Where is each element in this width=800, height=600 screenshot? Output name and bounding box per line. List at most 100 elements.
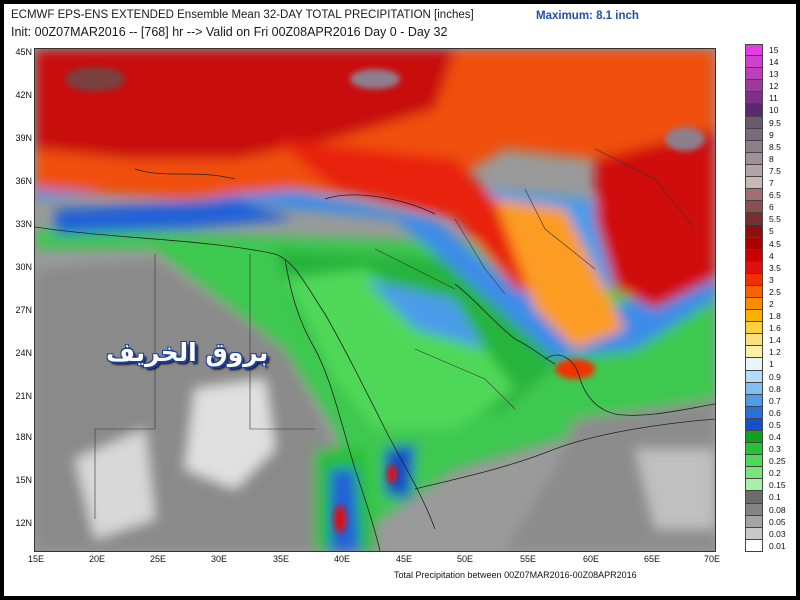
- lon-label: 60E: [583, 554, 600, 564]
- legend-swatch: [745, 491, 763, 504]
- legend-label: 1.6: [769, 323, 781, 334]
- legend-label: 15: [769, 45, 779, 55]
- map-subtitle: Init: 00Z07MAR2016 -- [768] hr --> Valid…: [11, 25, 448, 39]
- legend-item: 0.15: [745, 479, 786, 492]
- lon-label: 35E: [273, 554, 290, 564]
- legend-item: 9.5: [745, 116, 781, 129]
- legend-item: 4: [745, 249, 774, 262]
- legend-swatch: [745, 370, 763, 383]
- legend-swatch: [745, 237, 763, 250]
- legend-label: 5.5: [769, 214, 781, 225]
- legend-item: 0.01: [745, 539, 786, 552]
- legend-label: 4.5: [769, 238, 781, 249]
- legend-swatch: [745, 177, 763, 190]
- legend-swatch: [745, 418, 763, 431]
- legend-item: 0.3: [745, 443, 781, 456]
- lat-label: 24N: [15, 348, 32, 358]
- lat-label: 15N: [15, 475, 32, 485]
- legend-item: 0.25: [745, 455, 786, 468]
- legend-swatch: [745, 455, 763, 468]
- legend-item: 0.08: [745, 503, 786, 516]
- period-caption: Total Precipitation between 00Z07MAR2016…: [394, 570, 637, 580]
- legend-swatch: [745, 140, 763, 153]
- legend-item: 2.5: [745, 285, 781, 298]
- legend-item: 14: [745, 56, 778, 69]
- legend-swatch: [745, 201, 763, 214]
- legend-swatch: [745, 467, 763, 480]
- legend-item: 0.4: [745, 431, 781, 444]
- legend-item: 12: [745, 80, 778, 93]
- legend-swatch: [745, 443, 763, 456]
- maximum-label: Maximum: 8.1 inch: [536, 10, 639, 22]
- legend-item: 3: [745, 273, 774, 286]
- legend-label: 9.5: [769, 117, 781, 128]
- legend-label: 14: [769, 57, 779, 68]
- legend-item: 1.2: [745, 346, 781, 359]
- legend-label: 7.5: [769, 165, 781, 176]
- legend-label: 8: [769, 153, 774, 164]
- legend-swatch: [745, 479, 763, 492]
- watermark-text: بروق الخريف: [106, 338, 269, 367]
- legend-swatch: [745, 104, 763, 117]
- legend-swatch: [745, 213, 763, 226]
- legend-label: 9: [769, 129, 774, 140]
- legend-swatch: [745, 189, 763, 202]
- legend-swatch: [745, 406, 763, 419]
- legend-item: 6.5: [745, 189, 781, 202]
- legend-item: 0.9: [745, 370, 781, 383]
- legend-label: 1: [769, 359, 774, 370]
- legend-swatch: [745, 539, 763, 552]
- legend-item: 1.4: [745, 334, 781, 347]
- legend-item: 11: [745, 92, 778, 105]
- legend-swatch: [745, 261, 763, 274]
- legend-item: 5: [745, 225, 774, 238]
- legend-swatch: [745, 44, 763, 57]
- legend-item: 9: [745, 128, 774, 141]
- legend-label: 6.5: [769, 190, 781, 201]
- lon-label: 50E: [457, 554, 474, 564]
- legend-label: 3: [769, 274, 774, 285]
- lon-label: 20E: [89, 554, 106, 564]
- legend-label: 0.8: [769, 383, 781, 394]
- legend-swatch: [745, 116, 763, 129]
- legend-label: 3.5: [769, 262, 781, 273]
- legend-swatch: [745, 225, 763, 238]
- legend-item: 0.7: [745, 394, 781, 407]
- lat-label: 27N: [15, 305, 32, 315]
- legend-label: 0.25: [769, 456, 786, 467]
- legend-item: 1: [745, 358, 774, 371]
- legend-swatch: [745, 285, 763, 298]
- legend-swatch: [745, 382, 763, 395]
- legend-label: 10: [769, 105, 779, 116]
- legend-swatch: [745, 164, 763, 178]
- legend-item: 3.5: [745, 261, 781, 274]
- legend-item: 6: [745, 201, 774, 214]
- lon-label: 30E: [211, 554, 228, 564]
- legend-item: 2: [745, 297, 774, 311]
- legend-item: 1.8: [745, 310, 781, 323]
- lon-label: 45E: [396, 554, 413, 564]
- lon-label: 25E: [150, 554, 167, 564]
- lat-label: 12N: [15, 518, 32, 528]
- map-field: [35, 49, 715, 551]
- legend-label: 6: [769, 202, 774, 213]
- legend-label: 1.8: [769, 311, 781, 322]
- legend-label: 0.6: [769, 407, 781, 418]
- legend-item: 7.5: [745, 164, 781, 178]
- legend-item: 0.8: [745, 382, 781, 395]
- legend-label: 0.5: [769, 419, 781, 430]
- legend-swatch: [745, 310, 763, 323]
- legend-swatch: [745, 394, 763, 407]
- legend-swatch: [745, 273, 763, 286]
- legend-swatch: [745, 92, 763, 105]
- color-legend: 15 14 13 12 11 10 9.5 9 8.5 8 7.5 7 6.5 6 5.5 5 4.5 4 3.5 3…: [745, 44, 786, 552]
- legend-swatch: [745, 152, 763, 165]
- legend-label: 0.7: [769, 395, 781, 406]
- borders: [94, 148, 696, 519]
- legend-swatch: [745, 128, 763, 141]
- legend-item: 0.1: [745, 491, 781, 504]
- legend-swatch: [745, 249, 763, 262]
- legend-label: 1.4: [769, 335, 781, 346]
- legend-swatch: [745, 334, 763, 347]
- lon-label: 70E: [704, 554, 721, 564]
